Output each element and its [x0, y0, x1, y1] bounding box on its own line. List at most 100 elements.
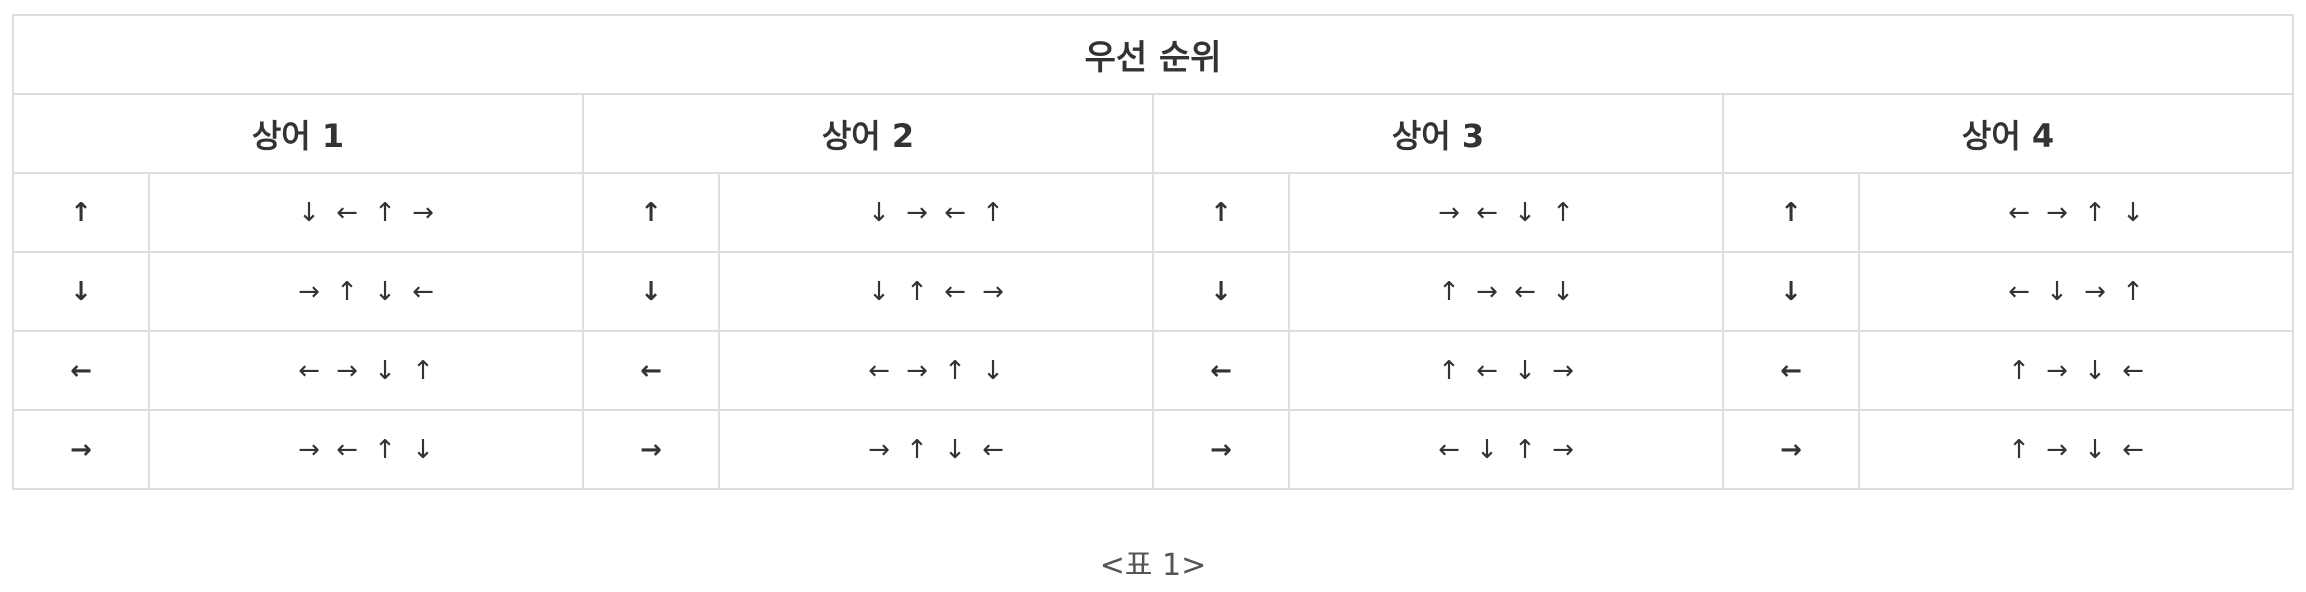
priority-arrow: ← [1476, 197, 1498, 228]
table-title-row: 우선 순위 [11, 14, 2295, 95]
priority-arrow: ↑ [2122, 276, 2144, 307]
priority-arrow: → [868, 434, 890, 465]
priority-cell: ↑ ← ↓ → [1288, 330, 1724, 411]
priority-arrow: ← [412, 276, 434, 307]
current-direction-cell: ↓ [582, 251, 720, 332]
priority-arrow: ↑ [336, 276, 358, 307]
priority-arrow: ← [336, 434, 358, 465]
priority-arrow: ↑ [374, 434, 396, 465]
table-row: ↑ ↓ ← ↑ → ↑ ↓ → ← ↑ ↑ → ← ↓ ↑ ↑ ← → ↑ ↓ [12, 172, 2295, 253]
priority-arrow: ↑ [1438, 276, 1460, 307]
priority-arrow: ← [944, 197, 966, 228]
priority-arrow: ← [2122, 434, 2144, 465]
priority-arrow: → [298, 434, 320, 465]
priority-arrow: → [2046, 197, 2068, 228]
shark-header-2: 상어 2 [582, 93, 1154, 174]
table-row: → → ← ↑ ↓ → → ↑ ↓ ← → ← ↓ ↑ → → ↑ → ↓ ← [12, 409, 2295, 490]
priority-arrow: ← [336, 197, 358, 228]
priority-arrow: ↓ [944, 434, 966, 465]
table-caption: <표 1> [1099, 548, 1207, 583]
priority-arrow: ↑ [906, 434, 928, 465]
priority-arrow: ↓ [1514, 197, 1536, 228]
priority-arrow: ↓ [2122, 197, 2144, 228]
shark-header-1: 상어 1 [12, 93, 584, 174]
priority-arrow: ↑ [944, 355, 966, 386]
shark-header-row: 상어 1 상어 2 상어 3 상어 4 [12, 93, 2295, 174]
priority-arrow: ↓ [1476, 434, 1498, 465]
priority-arrow: ↑ [374, 197, 396, 228]
priority-arrow: ↓ [412, 434, 434, 465]
priority-arrow: ← [982, 434, 1004, 465]
table-title: 우선 순위 [11, 14, 2295, 95]
priority-arrow: → [2046, 355, 2068, 386]
priority-arrow: → [336, 355, 358, 386]
priority-arrow: ← [2008, 197, 2030, 228]
priority-cell: → ↑ ↓ ← [718, 409, 1154, 490]
priority-arrow: → [982, 276, 1004, 307]
priority-arrow: ↓ [2046, 276, 2068, 307]
priority-cell: → ← ↓ ↑ [1288, 172, 1724, 253]
priority-arrow: ← [944, 276, 966, 307]
current-direction-cell: ↑ [582, 172, 720, 253]
priority-arrow: ↓ [374, 276, 396, 307]
priority-arrow: ↑ [1552, 197, 1574, 228]
current-direction-cell: ↑ [12, 172, 150, 253]
priority-arrow: → [2046, 434, 2068, 465]
priority-cell: ↑ → ← ↓ [1288, 251, 1724, 332]
priority-arrow: → [906, 197, 928, 228]
priority-cell: → ← ↑ ↓ [148, 409, 584, 490]
table-row: ↓ → ↑ ↓ ← ↓ ↓ ↑ ← → ↓ ↑ → ← ↓ ↓ ← ↓ → ↑ [12, 251, 2295, 332]
priority-cell: ← → ↑ ↓ [1857, 172, 2295, 253]
priority-arrow: → [1476, 276, 1498, 307]
current-direction-cell: → [1722, 409, 1860, 490]
priority-cell: ← ↓ ↑ → [1288, 409, 1724, 490]
priority-arrow: → [298, 276, 320, 307]
current-direction-cell: → [582, 409, 720, 490]
priority-arrow: ↑ [1514, 434, 1536, 465]
priority-arrow: → [1552, 434, 1574, 465]
priority-cell: ↓ → ← ↑ [718, 172, 1154, 253]
priority-arrow: ↓ [982, 355, 1004, 386]
current-direction-cell: ↓ [1152, 251, 1290, 332]
priority-cell: ↓ ← ↑ → [148, 172, 584, 253]
priority-cell: ↑ → ↓ ← [1857, 409, 2295, 490]
current-direction-cell: → [12, 409, 150, 490]
priority-arrow: → [1438, 197, 1460, 228]
priority-arrow: ← [1476, 355, 1498, 386]
current-direction-cell: ← [582, 330, 720, 411]
priority-arrow: ↑ [982, 197, 1004, 228]
current-direction-cell: → [1152, 409, 1290, 490]
priority-cell: ← ↓ → ↑ [1857, 251, 2295, 332]
current-direction-cell: ↑ [1152, 172, 1290, 253]
priority-arrow: ↑ [2008, 355, 2030, 386]
priority-arrow: ← [1514, 276, 1536, 307]
current-direction-cell: ↑ [1722, 172, 1860, 253]
priority-cell: ↑ → ↓ ← [1857, 330, 2295, 411]
priority-arrow: → [412, 197, 434, 228]
priority-arrow: ↑ [2008, 434, 2030, 465]
priority-arrow: ↓ [868, 276, 890, 307]
priority-arrow: ↓ [2084, 434, 2106, 465]
priority-arrow: ↓ [868, 197, 890, 228]
priority-arrow: → [906, 355, 928, 386]
priority-cell: → ↑ ↓ ← [148, 251, 584, 332]
priority-arrow: ← [1438, 434, 1460, 465]
priority-arrow: ← [868, 355, 890, 386]
priority-arrow: ← [298, 355, 320, 386]
priority-arrow: ↑ [1438, 355, 1460, 386]
shark-header-4: 상어 4 [1721, 93, 2295, 174]
priority-arrow: ← [2008, 276, 2030, 307]
current-direction-cell: ↓ [1722, 251, 1860, 332]
current-direction-cell: ↓ [12, 251, 150, 332]
current-direction-cell: ← [1722, 330, 1860, 411]
priority-arrow: ↓ [374, 355, 396, 386]
priority-cell: ← → ↑ ↓ [718, 330, 1154, 411]
priority-arrow: ↓ [2084, 355, 2106, 386]
shark-header-3: 상어 3 [1152, 93, 1724, 174]
current-direction-cell: ← [1152, 330, 1290, 411]
priority-arrow: ↑ [412, 355, 434, 386]
priority-arrow: ↓ [1552, 276, 1574, 307]
priority-arrow: ↑ [906, 276, 928, 307]
priority-arrow: ← [2122, 355, 2144, 386]
priority-arrow: ↓ [298, 197, 320, 228]
